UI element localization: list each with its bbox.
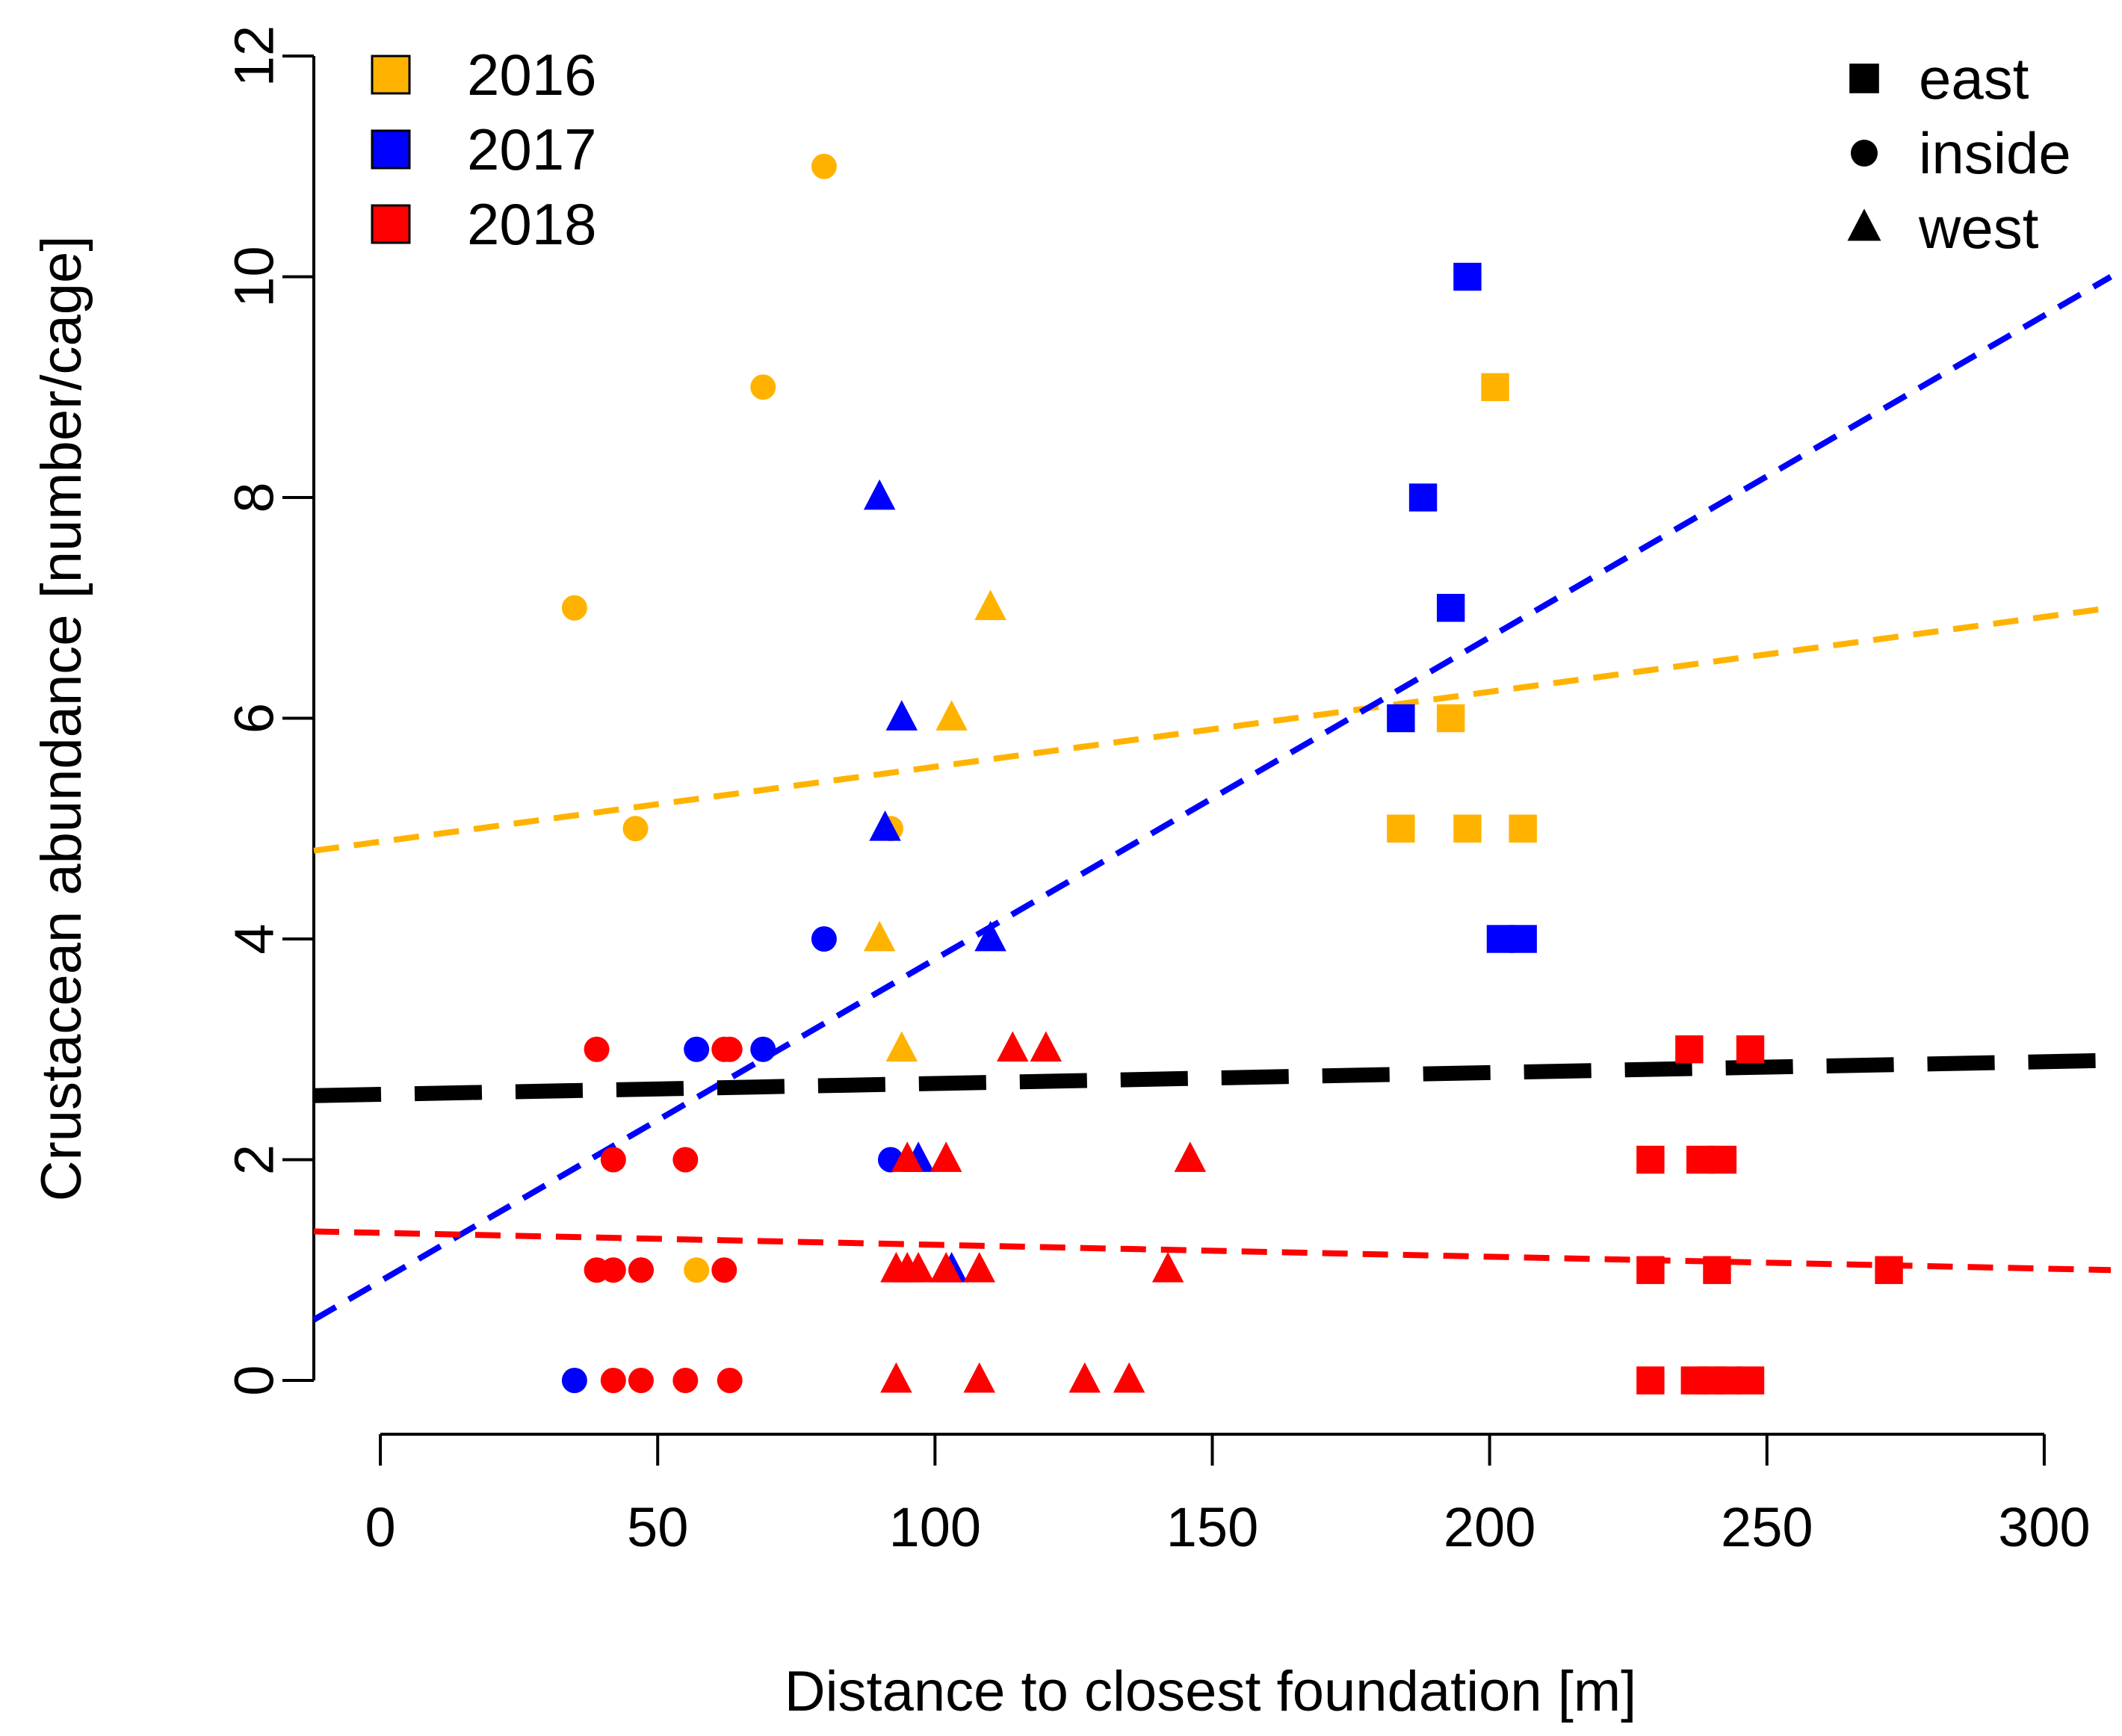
data-point-2018-square [1636,1145,1665,1174]
legend-swatch-2017 [371,129,411,170]
legend-location: east inside west [1847,46,2071,261]
data-point-2018-circle [600,1368,626,1393]
data-point-2018-circle [717,1036,743,1062]
x-tick-label: 150 [1166,1496,1258,1558]
data-point-2016-square [1453,814,1482,843]
y-tick-label: 10 [223,246,285,307]
legend-swatch-2018 [371,204,411,244]
data-point-2018-circle [628,1257,654,1283]
data-point-2016-square [1387,814,1415,843]
data-point-2018-triangle [963,1252,995,1283]
data-point-2018-square [1736,1366,1765,1395]
data-point-2016-triangle [885,1031,918,1062]
data-point-2018-circle [717,1368,743,1393]
legend-label-inside: inside [1919,120,2071,186]
data-point-2018-triangle [963,1362,995,1393]
data-point-2017-square [1453,262,1482,291]
data-point-2017-triangle [974,920,1006,952]
legend-label-2018: 2018 [467,191,597,257]
data-point-2016-square [1436,704,1465,733]
axes-group: 0 2 4 6 8 10 12 0 50 100 150 200 250 300 [223,25,2091,1558]
data-point-2017-square [1408,483,1438,512]
data-point-2018-triangle [929,1141,962,1172]
y-tick-label: 4 [223,923,285,954]
y-tick-label: 2 [223,1144,285,1175]
data-point-2017-square [1509,925,1537,953]
legend-label-west: west [1918,195,2039,261]
data-point-2016-triangle [863,920,896,952]
data-point-2016-circle [561,595,587,621]
data-point-2018-square [1636,1366,1665,1395]
data-point-2018-square [1675,1035,1704,1064]
data-point-2018-circle [600,1147,626,1173]
y-axis-title: Crustacean abundance [number/cage] [30,236,93,1202]
y-tick-label: 12 [223,25,285,87]
data-point-2018-square [1736,1035,1765,1064]
data-point-2018-triangle [891,1141,924,1172]
data-point-2017-circle [811,926,837,952]
data-point-2017-triangle [863,479,896,510]
data-point-2016-circle [622,816,649,842]
x-tick-label: 300 [1998,1496,2090,1558]
x-tick-label: 200 [1444,1496,1535,1558]
data-point-2018-circle [711,1257,737,1283]
data-point-2018-triangle [1174,1141,1207,1172]
data-point-2018-triangle [902,1252,935,1283]
data-point-2018-triangle [1068,1362,1101,1393]
data-point-2017-square [1436,594,1465,622]
data-point-2017-triangle [869,810,901,841]
data-point-2017-circle [684,1036,710,1062]
data-point-2018-square [1636,1256,1665,1284]
trend-line-overall [313,1053,2112,1103]
data-point-2018-circle [672,1147,699,1173]
legend-marker-west [1847,208,1881,241]
legend-label-2016: 2016 [467,42,597,108]
x-tick-label: 50 [627,1496,688,1558]
data-point-2018-triangle [880,1362,912,1393]
trend-line-2018 [313,1228,2112,1274]
trend-lines-group [312,274,2113,1323]
x-tick-label: 250 [1721,1496,1813,1558]
data-point-2017-square [1387,704,1415,733]
data-point-2016-triangle [974,589,1006,621]
data-point-2018-triangle [997,1031,1029,1062]
data-point-2017-circle [561,1368,587,1393]
y-tick-label: 0 [223,1365,285,1395]
data-point-2016-circle [684,1257,710,1283]
trend-line-2016 [313,604,2112,854]
data-point-2018-square [1875,1256,1903,1284]
y-tick-label: 6 [223,703,285,734]
data-point-2018-triangle [1113,1362,1145,1393]
legend-label-2017: 2017 [467,117,597,182]
data-point-2018-triangle [929,1252,962,1283]
data-point-2017-triangle [885,700,918,731]
data-point-2018-circle [672,1368,699,1393]
data-point-2016-square [1481,373,1509,401]
data-point-2018-square [1708,1145,1737,1174]
data-points-group [561,153,1903,1395]
data-point-2018-triangle [1151,1252,1184,1283]
legend-swatch-2016 [371,55,411,95]
y-tick-label: 8 [223,482,285,512]
x-tick-label: 100 [889,1496,981,1558]
data-point-2018-circle [584,1036,610,1062]
legend-label-east: east [1919,46,2029,111]
data-point-2016-circle [811,153,837,179]
data-point-2017-circle [750,1036,776,1062]
data-point-2018-triangle [1030,1031,1062,1062]
x-tick-label: 0 [365,1496,395,1558]
data-point-2018-circle [600,1257,626,1283]
legend-marker-inside [1851,140,1878,167]
trend-line-2017 [312,274,2113,1323]
data-point-2018-square [1703,1256,1731,1284]
data-point-2016-square [1509,814,1537,843]
x-axis-title: Distance to closest foundation [m] [785,1660,1637,1723]
data-point-2016-triangle [935,700,968,731]
data-point-2016-circle [750,374,776,400]
legend-year: 2016 2017 2018 [371,42,597,257]
data-point-2018-circle [628,1368,654,1393]
legend-marker-east [1849,63,1879,93]
